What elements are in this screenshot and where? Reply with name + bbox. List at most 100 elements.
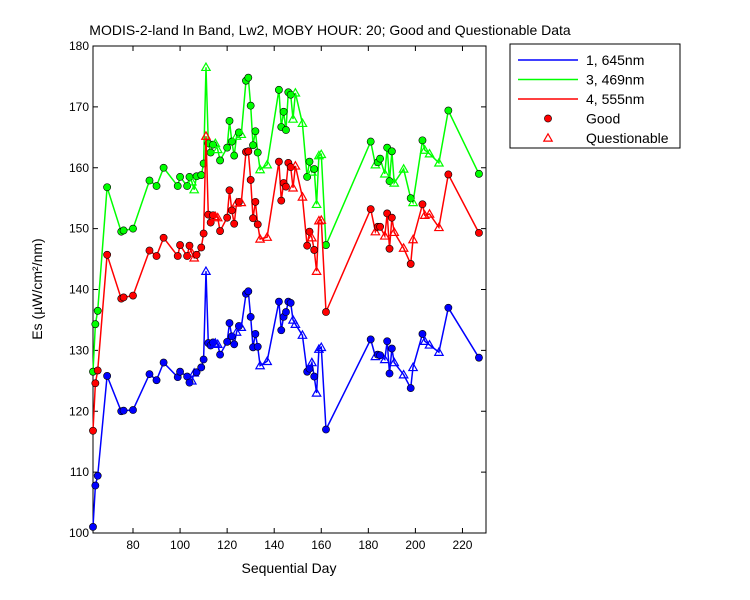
good-point [192,368,201,377]
questionable-point [210,137,221,148]
questionable-point [212,144,223,154]
good-point [223,213,232,222]
good-point [253,220,262,229]
questionable-point [297,329,308,339]
good-point [253,148,262,157]
good-point [197,171,206,179]
questionable-point [236,321,247,331]
questionable-point [306,357,318,367]
good-point [282,182,290,191]
series-4-555nm [89,130,483,435]
y-tick-label: 120 [69,404,89,418]
good-point [91,320,100,329]
good-point [310,246,319,254]
good-point [145,370,154,379]
questionable-point [407,197,419,207]
legend-dot-swatch [544,114,552,123]
legend: 1, 645nm 3, 469nm 4, 555nm Good Questionable [509,43,681,149]
good-point [282,308,290,316]
good-point [152,252,161,260]
legend-triangle-swatch [542,132,554,142]
questionable-point [313,343,325,353]
legend-label: Good [586,111,620,127]
questionable-point [290,318,301,328]
good-point [475,353,483,362]
good-point [225,186,234,195]
good-point [310,165,319,173]
good-point [159,163,168,172]
good-point [253,342,262,351]
good-point [444,106,453,115]
questionable-point [379,354,391,364]
good-point [303,172,312,181]
questionable-point [316,148,327,159]
legend-label: 3, 469nm [586,72,644,88]
x-axis-label: Sequential Day [242,560,337,576]
questionable-point [290,160,301,170]
chart-title: MODIS-2-land In Band, Lw2, MOBY HOUR: 20… [89,22,571,38]
legend-label: Questionable [586,130,669,146]
good-point [322,308,330,316]
good-point [251,197,260,206]
questionable-point [388,226,400,237]
questionable-point [419,335,431,345]
x-tick-label: 220 [452,538,472,552]
good-point [366,205,375,214]
good-point [103,372,112,380]
questionable-point [200,130,212,140]
good-point [444,170,453,179]
good-point [418,200,427,209]
good-point [103,183,112,192]
good-point [387,147,396,156]
good-point [366,137,375,146]
good-point [176,367,184,376]
questionable-point [306,232,318,242]
questionable-point [254,164,266,174]
x-axis: 80 100 120 140 160 180 200 220 [126,46,473,552]
good-point [279,107,288,116]
questionable-point [231,326,242,336]
good-point [418,330,427,338]
y-tick-label: 110 [70,465,89,479]
legend-item: 4, 555nm [518,91,644,107]
good-point [216,227,224,235]
questionable-point [388,357,400,367]
series-3-469nm [89,61,483,376]
good-point [275,85,283,94]
y-axis: 100 110 120 130 140 150 160 170 180 [69,39,486,540]
legend-label: 1, 645nm [586,52,644,68]
good-point [145,246,154,255]
good-point [376,154,385,163]
x-tick-label: 140 [264,538,284,552]
good-point [376,351,385,360]
questionable-point [388,177,400,187]
good-point [89,523,97,531]
questionable-point [261,231,273,241]
questionable-point [297,191,308,201]
good-point [159,358,168,367]
good-point [286,298,295,307]
good-point [152,376,161,385]
good-point [277,326,286,335]
series-1-645nm [89,265,483,531]
good-point [475,169,483,178]
good-point [216,156,224,165]
questionable-point [311,387,322,397]
questionable-point [210,211,221,221]
questionable-point [186,176,198,186]
good-point [275,297,283,306]
good-point [246,312,255,321]
good-point [223,337,232,346]
good-point [230,151,239,160]
questionable-point [370,226,381,236]
good-point [230,219,239,228]
good-point [199,355,208,364]
good-point [93,366,102,375]
good-point [305,157,314,166]
questionable-point [398,163,409,173]
questionable-point [313,150,325,160]
good-point [159,233,168,242]
good-point [383,337,392,346]
good-point [322,425,330,434]
